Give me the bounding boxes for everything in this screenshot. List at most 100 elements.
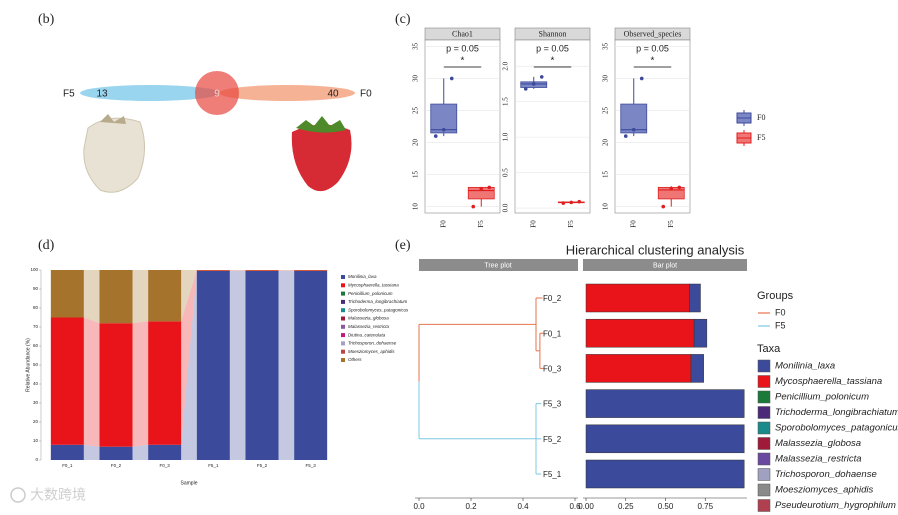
strip-title: Bar plot: [653, 262, 677, 269]
bar-segment: [585, 354, 692, 383]
y-tick-label: 15: [412, 171, 420, 179]
bar-segment: [148, 444, 182, 460]
point: [449, 76, 454, 81]
y-tick-label: 30: [602, 74, 610, 82]
chart-title: Hierarchical clustering analysis: [566, 242, 745, 257]
watermark-icon: [10, 487, 26, 503]
shared-circle: [195, 71, 239, 115]
set-ellipse: [219, 85, 355, 101]
bar-segment: [148, 270, 182, 322]
bar-segment: [585, 389, 745, 418]
point: [479, 186, 484, 191]
legend-key: [341, 299, 345, 304]
flow-band: [83, 444, 100, 460]
x-tick-label: 0.50: [658, 502, 674, 511]
legend-key: [757, 390, 771, 404]
legend-key: [757, 452, 771, 466]
x-tick-label: F5_3: [306, 463, 317, 468]
point: [487, 185, 492, 190]
plot-area: [514, 39, 591, 214]
facet-title: Shannon: [539, 29, 567, 38]
y-tick-label: 90: [33, 286, 39, 291]
legend-label: Others: [348, 357, 362, 362]
legend-key: [341, 291, 345, 296]
x-axis-label: Sample: [181, 480, 198, 486]
bar-segment: [245, 270, 279, 460]
legend-label: Pseudeurotium_hygrophilum: [775, 500, 896, 511]
flow-band: [132, 270, 149, 324]
point: [623, 134, 628, 138]
legend-label: Malassezia_restricta: [348, 324, 390, 329]
point: [639, 76, 644, 81]
flow-band: [181, 270, 197, 445]
facet-title: Chao1: [452, 29, 473, 38]
panel-label: (e): [395, 238, 411, 253]
point: [669, 186, 674, 191]
y-tick-label: 100: [30, 267, 38, 272]
facet-title: Observed_species: [624, 29, 682, 38]
bar-segment: [585, 424, 745, 454]
set-ellipse: [80, 85, 220, 101]
significance: *: [651, 56, 655, 67]
flow-band: [278, 270, 295, 271]
leaf-label: F0_1: [543, 329, 562, 338]
legend-label: Sporobolomyces_patagonicus: [775, 423, 898, 434]
y-tick-label: 40: [33, 381, 39, 386]
point: [471, 204, 476, 209]
legend-key: [757, 406, 771, 419]
point: [539, 75, 544, 79]
bar-segment: [50, 270, 84, 318]
y-tick-label: 60: [33, 343, 39, 348]
white-strawberry: [83, 114, 145, 193]
y-tick-label: 35: [602, 42, 610, 50]
facet-strip: [419, 259, 578, 271]
point: [631, 127, 636, 132]
legend-label: Trichosporon_dohaense: [348, 341, 397, 346]
y-tick-label: 0.0: [502, 203, 510, 212]
bar-segment: [50, 444, 84, 460]
x-tick-label: 0.4: [517, 502, 529, 511]
flow-band: [83, 317, 100, 447]
y-tick-label: 25: [602, 106, 610, 114]
legend-title: Groups: [757, 290, 794, 302]
legend-label: Malassezia_restricta: [775, 454, 862, 465]
leaf-label: F5_2: [543, 435, 562, 444]
x-tick-label: F0_3: [160, 463, 171, 468]
significance: *: [551, 56, 555, 67]
x-tick-label: 0.75: [697, 502, 713, 511]
y-tick-label: 35: [412, 42, 420, 50]
panel-label: (c): [395, 12, 411, 27]
legend-label: Malassezia_globosa: [348, 316, 389, 321]
flow-band: [229, 270, 246, 460]
legend-label: F0: [775, 307, 786, 317]
legend-key: [341, 308, 345, 313]
bar-segment: [585, 459, 745, 489]
flow-band: [278, 270, 295, 460]
point: [433, 134, 438, 138]
y-tick-label: 0: [35, 457, 38, 462]
bar-segment: [294, 270, 328, 271]
legend-key: [341, 333, 345, 338]
flow-band: [83, 270, 100, 324]
y-tick-label: 10: [412, 203, 420, 211]
x-tick-label: 0.25: [618, 502, 634, 511]
legend-key: [757, 375, 771, 388]
x-tick-label: F0_1: [62, 463, 73, 468]
set-name: F5: [63, 89, 75, 100]
bar-segment: [99, 446, 133, 460]
leaf-label: F0_2: [543, 294, 562, 303]
legend-label: Mycosphaerella_tassiana: [775, 376, 882, 387]
bar-segment: [690, 354, 704, 383]
significance: *: [461, 56, 465, 67]
legend-label: F5: [775, 320, 786, 330]
legend-title: Taxa: [757, 343, 781, 355]
legend-key: [341, 358, 345, 362]
legend-label: Moesziomyces_aphidis: [348, 349, 395, 354]
set-count: 13: [96, 89, 108, 100]
y-tick-label: 70: [33, 324, 39, 329]
legend-key: [341, 341, 345, 346]
point: [577, 199, 582, 204]
x-tick-label: 0.0: [413, 502, 425, 511]
flow-band: [132, 444, 149, 460]
legend-label: Trichoderma_longibrachiatum: [348, 299, 407, 304]
